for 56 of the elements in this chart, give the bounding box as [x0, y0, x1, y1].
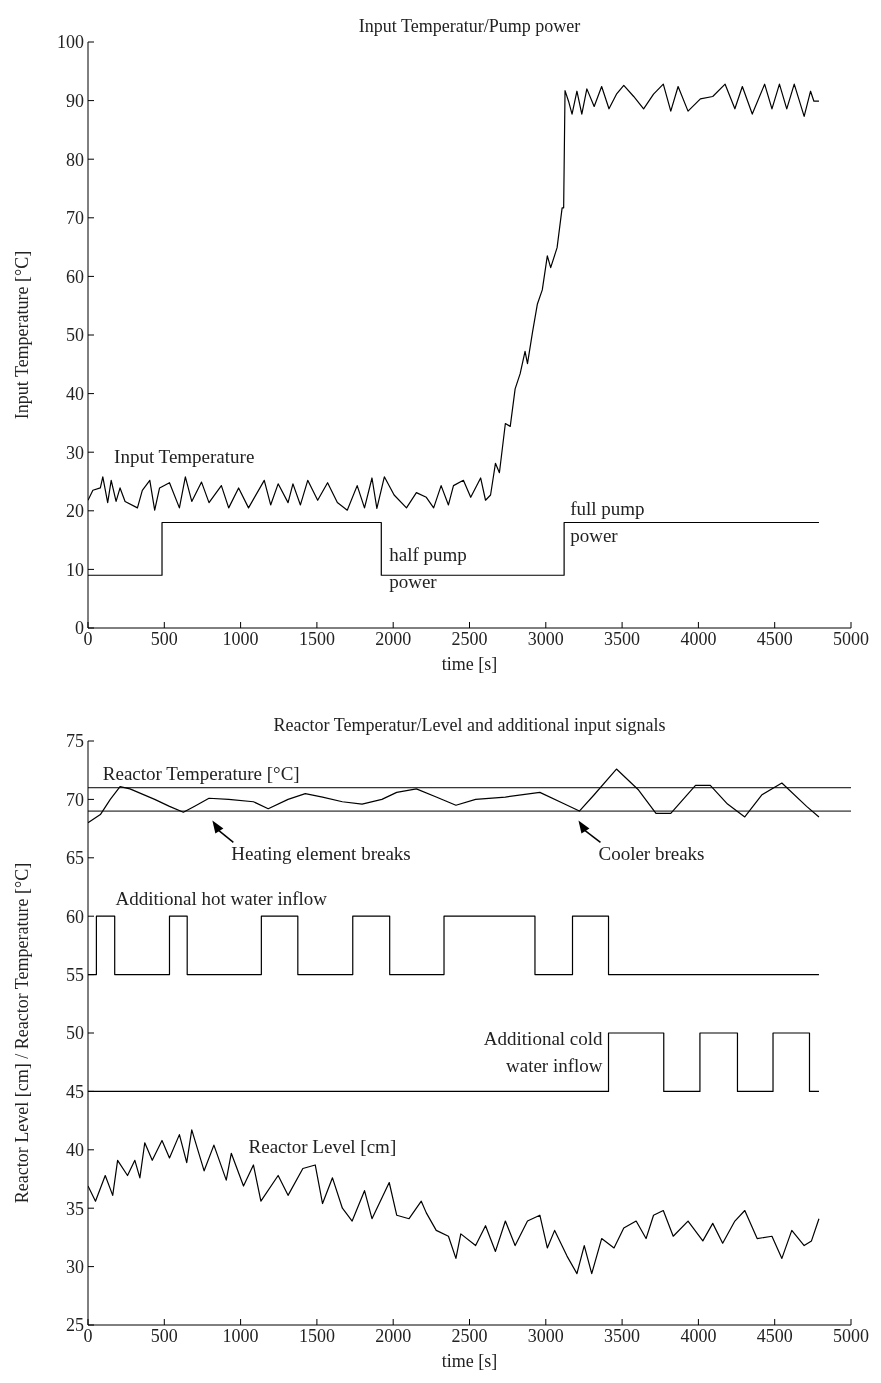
y-tick-label: 40 [66, 1140, 84, 1161]
y-tick-label: 20 [66, 501, 84, 522]
chart-title: Reactor Temperatur/Level and additional input signals [272, 715, 667, 736]
x-tick-label: 3500 [604, 1325, 641, 1346]
x-tick-label: 2500 [451, 628, 488, 649]
y-tick-label: 30 [66, 442, 84, 463]
x-tick-label: 1500 [298, 628, 335, 649]
x-tick-label: 4500 [756, 1325, 793, 1346]
x-axis-title: time [s] [440, 654, 499, 675]
annotation: Additional hot water inflow [115, 887, 328, 909]
x-tick-label: 4000 [680, 628, 717, 649]
y-tick-label: 40 [66, 383, 84, 404]
y-tick-label: 30 [66, 1256, 84, 1277]
x-tick-label: 1000 [222, 628, 259, 649]
y-tick-label: 70 [66, 789, 84, 810]
x-tick-label: 1500 [298, 1325, 335, 1346]
x-tick-label: 500 [150, 1325, 178, 1346]
chart-title: Input Temperatur/Pump power [357, 16, 582, 37]
y-tick-label: 70 [66, 208, 84, 229]
y-tick-label: 65 [66, 848, 84, 869]
x-tick-label: 5000 [833, 628, 869, 649]
x-tick-label: 3000 [527, 628, 564, 649]
y-tick-label: 90 [66, 90, 84, 111]
y-tick-label: 80 [66, 149, 84, 170]
x-axis-title: time [s] [440, 1351, 499, 1372]
annotation: full pump power [570, 497, 645, 546]
x-tick-label: 2500 [451, 1325, 488, 1346]
annotation: Heating element breaks [231, 843, 411, 865]
x-tick-label: 5000 [833, 1325, 869, 1346]
y-tick-label: 60 [66, 266, 84, 287]
x-tick-label: 1000 [222, 1325, 259, 1346]
y-tick-label: 35 [66, 1198, 84, 1219]
x-tick-label: 2000 [375, 628, 412, 649]
annotation: Reactor Level [cm] [248, 1136, 397, 1158]
y-axis-title: Reactor Level [cm] / Reactor Temperature [°C] [11, 862, 33, 1204]
x-tick-label: 4500 [756, 628, 793, 649]
y-tick-label: 60 [66, 906, 84, 927]
annotation: Cooler breaks [598, 843, 705, 865]
y-tick-label: 50 [66, 325, 84, 346]
y-tick-label: 75 [66, 731, 84, 752]
annotation: Additional cold water inflow [483, 1027, 604, 1076]
y-tick-label: 10 [66, 559, 84, 580]
annotation: Input Temperature [114, 446, 255, 468]
x-tick-label: 4000 [680, 1325, 717, 1346]
annotation: half pump power [389, 544, 467, 593]
y-tick-label: 25 [66, 1315, 84, 1336]
y-tick-label: 45 [66, 1081, 84, 1102]
y-tick-label: 50 [66, 1023, 84, 1044]
annotation: Reactor Temperature [°C] [102, 762, 300, 784]
y-tick-label: 100 [57, 32, 84, 53]
x-tick-label: 3000 [527, 1325, 564, 1346]
x-tick-label: 2000 [375, 1325, 412, 1346]
x-tick-label: 500 [150, 628, 178, 649]
y-tick-label: 55 [66, 964, 84, 985]
x-tick-label: 3500 [604, 628, 641, 649]
y-axis-title: Input Temperature [°C] [11, 250, 33, 420]
